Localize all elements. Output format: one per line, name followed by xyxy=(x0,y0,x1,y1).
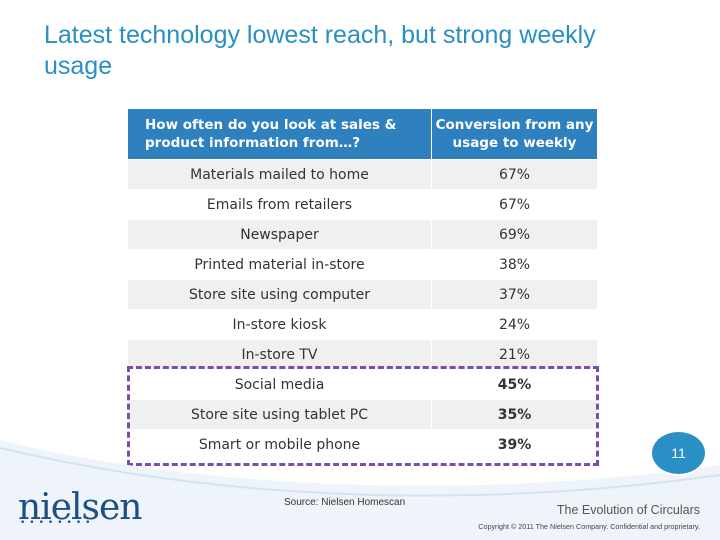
table-row-highlighted: Social media 45% xyxy=(128,369,597,400)
row-conversion: 37% xyxy=(431,279,597,310)
page-number-badge: 11 xyxy=(650,430,707,476)
table-row-highlighted: Store site using tablet PC 35% xyxy=(128,399,597,430)
row-source: Materials mailed to home xyxy=(128,159,432,190)
row-source: Newspaper xyxy=(128,219,432,250)
row-conversion: 69% xyxy=(431,219,597,250)
wave-light-shape xyxy=(0,440,720,540)
row-conversion: 67% xyxy=(431,189,597,220)
table-header-row: How often do you look at sales & product… xyxy=(128,109,597,160)
table-row: Emails from retailers 67% xyxy=(128,189,597,220)
header-source: How often do you look at sales & product… xyxy=(128,109,432,160)
table-row: Newspaper 69% xyxy=(128,219,597,250)
row-conversion: 35% xyxy=(431,399,597,430)
logo-dots-decoration: •••••••• xyxy=(20,518,95,528)
row-source: Store site using computer xyxy=(128,279,432,310)
header-conversion: Conversion from any usage to weekly xyxy=(431,109,597,160)
table-row: Store site using computer 37% xyxy=(128,279,597,310)
table-row: In-store TV 21% xyxy=(128,339,597,370)
copyright-notice: Copyright © 2011 The Nielsen Company. Co… xyxy=(478,522,700,531)
row-conversion: 24% xyxy=(431,309,597,340)
row-source: Store site using tablet PC xyxy=(128,399,432,430)
table-row: In-store kiosk 24% xyxy=(128,309,597,340)
slide-title: Latest technology lowest reach, but stro… xyxy=(44,21,596,80)
row-source: Social media xyxy=(128,369,432,400)
table-row-highlighted: Smart or mobile phone 39% xyxy=(128,429,597,459)
row-source: In-store kiosk xyxy=(128,309,432,340)
nielsen-logo: nielsen xyxy=(18,487,142,528)
table-row: Printed material in-store 38% xyxy=(128,249,597,280)
row-conversion: 67% xyxy=(431,159,597,190)
row-conversion: 21% xyxy=(431,339,597,370)
footer-wave-decoration xyxy=(0,440,720,540)
usage-table: How often do you look at sales & product… xyxy=(128,109,597,459)
row-source: Smart or mobile phone xyxy=(128,429,432,459)
row-conversion: 38% xyxy=(431,249,597,280)
row-source: In-store TV xyxy=(128,339,432,370)
wave-line xyxy=(0,447,720,497)
source-note: Source: Nielsen Homescan xyxy=(284,497,406,508)
table-row: Materials mailed to home 67% xyxy=(128,159,597,190)
row-source: Emails from retailers xyxy=(128,189,432,220)
row-conversion: 45% xyxy=(431,369,597,400)
row-conversion: 39% xyxy=(431,429,597,459)
row-source: Printed material in-store xyxy=(128,249,432,280)
report-title: The Evolution of Circulars xyxy=(556,503,700,517)
